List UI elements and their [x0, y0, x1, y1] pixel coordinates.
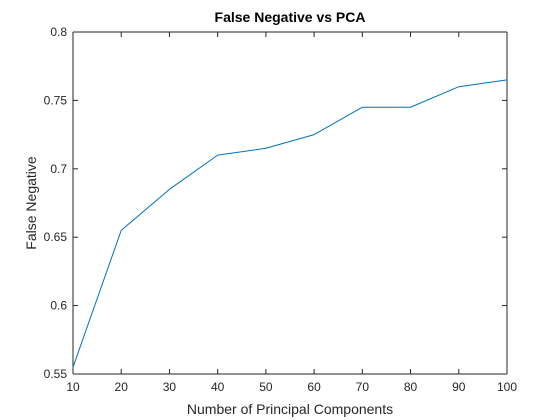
y-tick-label: 0.8 [50, 25, 67, 39]
y-tick-label: 0.7 [50, 162, 67, 176]
y-tick-label: 0.75 [44, 93, 68, 107]
x-tick-label: 40 [211, 380, 225, 394]
x-tick-label: 30 [163, 380, 177, 394]
x-tick-label: 100 [497, 380, 517, 394]
x-tick-label: 20 [115, 380, 129, 394]
x-tick-label: 50 [259, 380, 273, 394]
x-tick-label: 60 [307, 380, 321, 394]
plot-area-background [73, 32, 507, 374]
x-tick-label: 80 [404, 380, 418, 394]
y-axis-label: False Negative [23, 156, 39, 250]
chart-title: False Negative vs PCA [215, 9, 366, 25]
y-tick-label: 0.6 [50, 299, 67, 313]
series-line [72, 79, 508, 368]
y-tick-label: 0.65 [44, 230, 68, 244]
x-tick-label: 10 [66, 380, 80, 394]
axes: 10 20 30 40 50 60 70 80 90 100 0.55 0.6 0.65 0.7 0.75 0… [44, 25, 518, 394]
x-tick-label: 90 [452, 380, 466, 394]
series-layer [72, 79, 508, 368]
x-axis-label: Number of Principal Components [187, 401, 393, 417]
y-tick-label: 0.55 [44, 367, 68, 381]
x-tick-label: 70 [356, 380, 370, 394]
